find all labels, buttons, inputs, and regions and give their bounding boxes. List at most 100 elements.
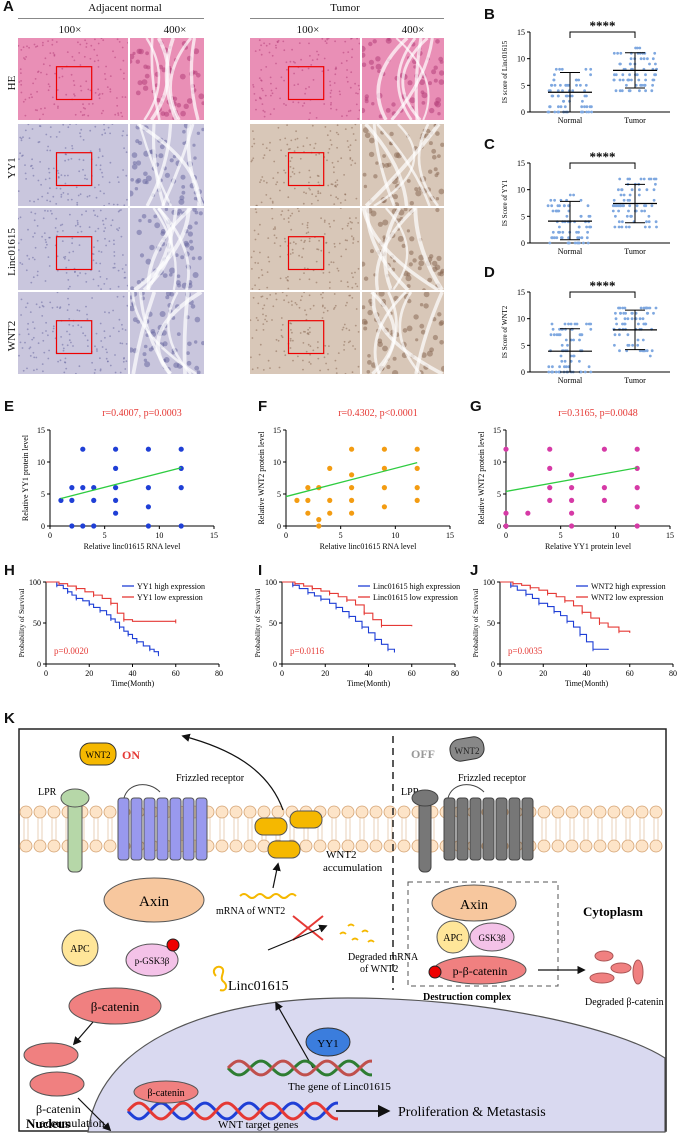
y-tick-label: 10: [517, 186, 525, 195]
significance-bracket: [569, 291, 636, 298]
data-point: [647, 220, 651, 224]
header-tumor: Tumor: [330, 2, 360, 14]
axin-right: [431, 884, 517, 922]
lipid-head: [579, 839, 593, 853]
y-tick-label: 10: [493, 458, 501, 467]
data-point: [178, 523, 184, 529]
panel-label-g: G: [470, 398, 482, 415]
data-point: [582, 241, 585, 245]
data-point: [575, 83, 578, 87]
data-point: [316, 523, 322, 529]
p-value: p=0.0116: [290, 646, 324, 656]
data-point: [630, 78, 633, 82]
data-point: [634, 485, 640, 491]
data-point: [588, 214, 592, 218]
data-point: [652, 177, 656, 181]
data-point: [557, 105, 560, 109]
survival-curve: [282, 581, 395, 653]
x-tick-label: 0: [44, 669, 48, 678]
y-tick-label: 100: [483, 578, 495, 587]
data-point: [583, 105, 586, 109]
data-point: [349, 446, 355, 452]
y-tick-label: 10: [517, 55, 525, 64]
axin-label-left: Axin: [139, 894, 170, 910]
chart-e-yy1-vs-linc01615: 0 5 10 15 0 5 10 15 Relative linc01615 RNA level…: [21, 408, 218, 551]
proliferation-label: Proliferation & Metastasis: [398, 1105, 546, 1120]
y-tick-label: 15: [517, 159, 525, 168]
wnt-targets-label: WNT target genes: [218, 1119, 298, 1131]
data-point: [643, 209, 646, 213]
lipid-head: [537, 839, 551, 853]
dna-strand: [126, 1101, 338, 1121]
lipid-head: [635, 805, 649, 819]
x-tick-label: 60: [172, 669, 180, 678]
data-point: [622, 198, 626, 202]
data-point: [503, 510, 509, 516]
data-point: [563, 204, 566, 208]
frizzled-receptor-left: [117, 784, 208, 861]
data-point: [617, 209, 620, 213]
mag-low-tumor: 100×: [296, 24, 320, 36]
data-point: [644, 78, 647, 82]
wnt2-ligand-label: WNT2: [86, 750, 111, 760]
cytoplasm-label: Cytoplasm: [583, 904, 643, 919]
y-axis-label: Probability of Survival: [471, 589, 480, 658]
frizzled-segment: [130, 797, 143, 861]
data-point: [618, 349, 621, 353]
beta-catenin-accum-1: [23, 1042, 79, 1068]
data-point: [627, 225, 631, 229]
data-point: [654, 182, 657, 186]
frizzled-segment-off: [508, 797, 521, 861]
data-point: [327, 465, 333, 471]
lipid-head: [369, 839, 383, 853]
data-point: [626, 78, 630, 82]
x-tick-label: 5: [339, 531, 343, 540]
data-point: [585, 94, 588, 98]
data-point: [615, 322, 618, 326]
data-point: [579, 110, 583, 114]
wnt2-accum-3: [267, 840, 301, 859]
data-point: [572, 338, 575, 342]
off-label: OFF: [411, 747, 435, 761]
header-rule-normal: [18, 18, 204, 19]
y-tick-label: 10: [273, 458, 281, 467]
ihc-tile: [362, 38, 444, 120]
data-point: [80, 523, 86, 529]
y-axis-label: Probability of Survival: [17, 589, 26, 658]
frizzled-label-right: Frizzled receptor: [458, 773, 527, 784]
data-point: [652, 188, 656, 192]
ihc-tile: [18, 38, 128, 120]
arrow-to-nucleus: [77, 1097, 112, 1132]
data-point: [580, 105, 584, 109]
data-point: [145, 446, 151, 452]
lipid-head: [383, 839, 397, 853]
survival-curve: [282, 581, 413, 627]
data-point: [553, 198, 556, 202]
data-point: [178, 446, 184, 452]
data-point: [653, 73, 656, 77]
data-point: [619, 204, 622, 208]
data-point: [650, 204, 654, 208]
data-point: [349, 497, 355, 503]
panel-label-c: C: [484, 136, 495, 153]
frizzled-segment-off: [521, 797, 534, 861]
data-point: [349, 510, 355, 516]
data-point: [583, 89, 586, 93]
beta-catenin-nuclear: [133, 1080, 199, 1104]
y-tick-label: 5: [497, 490, 501, 499]
chart-i-linc01615-survival: 0 50 100 0 20 40 60 80 Time(Month) Probability of…: [253, 578, 460, 688]
data-point: [113, 465, 119, 471]
data-point: [617, 220, 621, 224]
data-point: [550, 204, 554, 208]
frizzled-segment-off: [482, 797, 495, 861]
data-point: [567, 83, 570, 87]
data-point: [569, 338, 573, 342]
x-tick-label: 20: [539, 669, 547, 678]
lipid-head: [103, 839, 117, 853]
data-point: [570, 94, 574, 98]
y-tick-label: 50: [269, 619, 277, 628]
data-point: [566, 343, 569, 347]
data-point: [548, 89, 552, 93]
beta-catenin-left: [68, 987, 162, 1025]
data-point: [652, 311, 655, 315]
